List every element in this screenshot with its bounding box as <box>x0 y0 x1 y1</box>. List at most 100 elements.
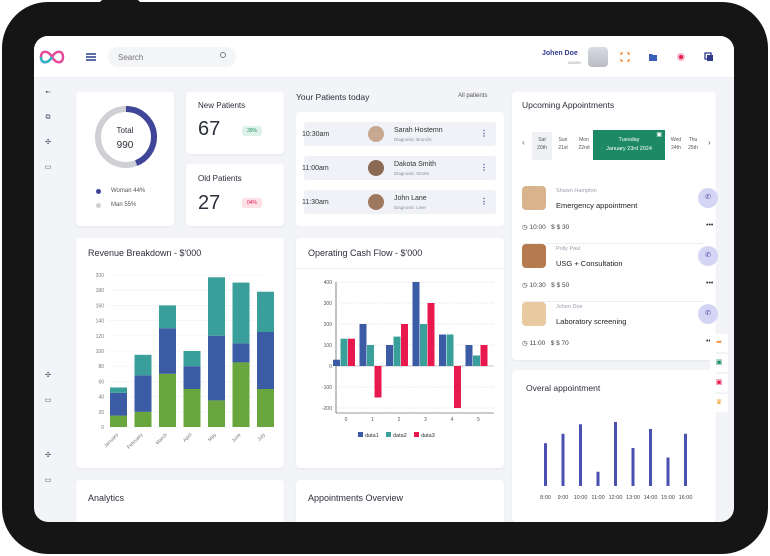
day-item[interactable]: Mon 22nd <box>574 132 594 152</box>
selected-day-date: January 23rd 2024 <box>606 146 652 152</box>
appointment-bar <box>684 433 687 486</box>
window-icon[interactable] <box>704 52 714 62</box>
cashflow-card: Operating Cash Flow - $'000 400 300 200 100… <box>296 238 504 468</box>
revenue-bar <box>232 282 250 344</box>
overal-chart: 8:00 9:00 10:00 11:00 12:00 13:00 14:00 15:00 16… <box>540 422 693 501</box>
total-value: 990 <box>116 140 134 151</box>
day-item[interactable]: Sat 20th <box>532 132 552 160</box>
phone-icon[interactable]: ✆ <box>698 188 718 208</box>
notification-icon[interactable] <box>676 52 686 62</box>
appointment-bar <box>666 457 670 486</box>
revenue-bar <box>257 291 274 332</box>
day-item[interactable]: Thu 25th <box>684 132 702 152</box>
x-tick-label: 8:00 <box>540 495 551 501</box>
patient-avatar <box>368 126 384 142</box>
revenue-bar <box>110 387 127 393</box>
patient-name: John Lane <box>394 195 427 202</box>
search-input[interactable] <box>108 47 236 67</box>
more-icon[interactable]: ⋮ <box>480 129 488 138</box>
appointment-item[interactable]: Johen Doe Laboratory screening ◷ 11:00 $… <box>522 302 718 360</box>
cashflow-bar <box>393 336 401 366</box>
appointment-item[interactable]: Shawn Hampton Emergency appointment ◷ 10… <box>522 186 718 244</box>
x-tick-label: July <box>256 432 267 443</box>
appointment-meta: ◷ 10:30 $ $ 50 <box>522 282 570 289</box>
settings-icon[interactable]: ▭ <box>44 164 52 171</box>
cashflow-bar <box>412 282 420 366</box>
x-tick-label: 0 <box>345 417 348 423</box>
y-tick-label: 200 <box>96 273 105 279</box>
x-tick-label: 13:00 <box>626 495 640 501</box>
total-label: Total <box>116 126 134 135</box>
phone-icon[interactable]: ✆ <box>698 246 718 266</box>
cashflow-bar <box>340 338 348 366</box>
share-icon[interactable]: ➦ <box>710 334 728 352</box>
day-num: 24th <box>671 145 681 151</box>
y-tick-label: 0 <box>329 364 332 370</box>
patient-name: Sarah Hostemn <box>394 127 443 134</box>
all-patients-link[interactable]: All patients <box>458 93 488 99</box>
grid-icon[interactable]: ▪▫ <box>45 89 51 96</box>
cashflow-bar <box>333 359 340 366</box>
briefcase-icon[interactable]: ▣ <box>710 354 728 372</box>
prev-day-icon[interactable]: ‹ <box>522 138 525 147</box>
pages-icon[interactable]: ▭ <box>44 477 52 484</box>
x-tick-label: February <box>126 432 145 451</box>
revenue-bar <box>232 343 250 363</box>
cashflow-chart: 400 300 200 100 0 -100 -200 0 1 2 3 4 5 data1 data2 dat… <box>322 280 494 439</box>
contact-icon[interactable]: ▣ <box>710 374 728 392</box>
widgets-icon[interactable]: ✣ <box>45 452 51 459</box>
layout-icon[interactable]: ⧉ <box>45 114 51 121</box>
revenue-bar <box>208 400 225 427</box>
top-bar: Johen Doe ADMIN <box>34 36 734 78</box>
day-num: 21st <box>558 145 568 151</box>
revenue-chart: 0 20 40 60 80 100 120 140 160 180 200 January Februa… <box>96 273 274 451</box>
trophy-icon[interactable]: ♛ <box>710 394 728 412</box>
patient-row[interactable]: 10:30am Sarah Hostemn Diagnosis: Bronchi… <box>302 122 496 146</box>
x-tick-label: 9:00 <box>558 495 569 501</box>
x-tick-label: 2 <box>398 417 401 423</box>
x-tick-label: 4 <box>451 417 454 423</box>
revenue-bar <box>159 373 176 427</box>
y-tick-label: 60 <box>98 379 104 385</box>
revenue-bar <box>183 366 201 389</box>
patient-avatar <box>368 194 384 210</box>
phone-icon[interactable]: ✆ <box>698 304 718 324</box>
overal-appointment-card: Overal appointment 8:00 9:00 10:00 11:00 12:… <box>512 370 716 522</box>
user-role: ADMIN <box>568 60 581 65</box>
more-icon[interactable]: ••• <box>706 338 713 345</box>
apps-icon[interactable]: ✣ <box>45 139 51 146</box>
y-tick-label: 160 <box>96 303 105 309</box>
more-icon[interactable]: ⋮ <box>480 163 488 172</box>
appointments-overview-card: Appointments Overview <box>296 480 504 522</box>
appointment-item[interactable]: Polly Paul USG + Consultation ◷ 10:30 $ … <box>522 244 718 302</box>
cashflow-bar <box>427 303 435 366</box>
more-icon[interactable]: ••• <box>706 280 714 287</box>
old-patients-title: Old Patients <box>198 174 242 183</box>
day-item[interactable]: Sun 21st <box>553 132 573 152</box>
appointment-bar <box>579 424 582 486</box>
next-day-icon[interactable]: › <box>708 138 711 147</box>
avatar[interactable] <box>588 47 608 67</box>
search-icon[interactable] <box>220 52 226 58</box>
components-icon[interactable]: ✣ <box>45 372 51 379</box>
more-icon[interactable]: ⋮ <box>480 197 488 206</box>
patient-time: 11:00am <box>302 165 329 172</box>
calendar-icon[interactable]: ▣ <box>656 132 662 138</box>
patient-row[interactable]: 11:00am Dakota Smith Diagnosis: Stroke ⋮ <box>302 156 496 180</box>
revenue-bar <box>232 362 250 427</box>
y-tick-label: -100 <box>322 385 332 391</box>
more-icon[interactable]: ••• <box>706 222 714 229</box>
day-item[interactable]: Wed 24th <box>666 132 686 152</box>
selected-day[interactable]: Tuesday January 23rd 2024 ▣ <box>593 130 665 160</box>
folder-icon[interactable] <box>648 52 658 62</box>
overview-title: Appointments Overview <box>308 493 404 503</box>
menu-icon[interactable] <box>86 53 96 61</box>
x-tick-label: 16:00 <box>679 495 693 501</box>
toggle-icon[interactable]: ▭ <box>44 397 52 404</box>
fullscreen-icon[interactable] <box>620 52 630 62</box>
patient-row[interactable]: 11:30am John Lane Diagnosis: Liver ⋮ <box>302 190 496 214</box>
new-patients-value: 67 <box>198 118 221 140</box>
cashflow-bar <box>367 345 374 366</box>
divider <box>296 268 504 269</box>
x-tick-label: 15:00 <box>661 495 675 501</box>
